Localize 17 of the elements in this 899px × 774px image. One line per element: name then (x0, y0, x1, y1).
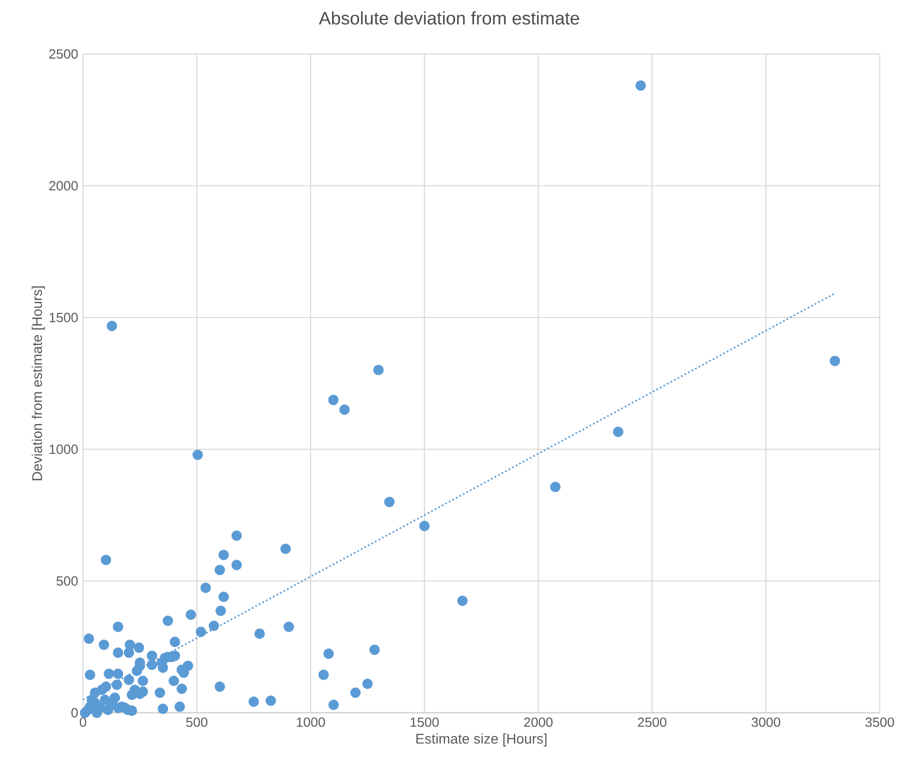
y-tick-label: 0 (71, 708, 78, 718)
y-tick-label: 1000 (50, 444, 78, 454)
x-axis-title: Estimate size [Hours] (416, 734, 546, 747)
x-tick-label: 1500 (410, 718, 439, 728)
y-tick-label: 1500 (50, 312, 78, 322)
x-tick-label: 3500 (865, 718, 894, 728)
x-tick-label: 3000 (752, 718, 780, 728)
x-tick-label: 500 (186, 718, 208, 728)
x-tick-label: 0 (80, 718, 86, 728)
x-tick-label: 1000 (296, 718, 325, 728)
chart-title: Absolute deviation from estimate (318, 11, 580, 25)
y-tick-label: 2000 (49, 181, 78, 191)
y-tick-label: 500 (56, 576, 78, 586)
y-axis-title: Deviation from estimate [Hours] (32, 286, 45, 480)
y-tick-label: 2500 (49, 49, 78, 59)
x-tick-label: 2500 (638, 718, 666, 728)
x-tick-label: 2000 (524, 718, 553, 728)
